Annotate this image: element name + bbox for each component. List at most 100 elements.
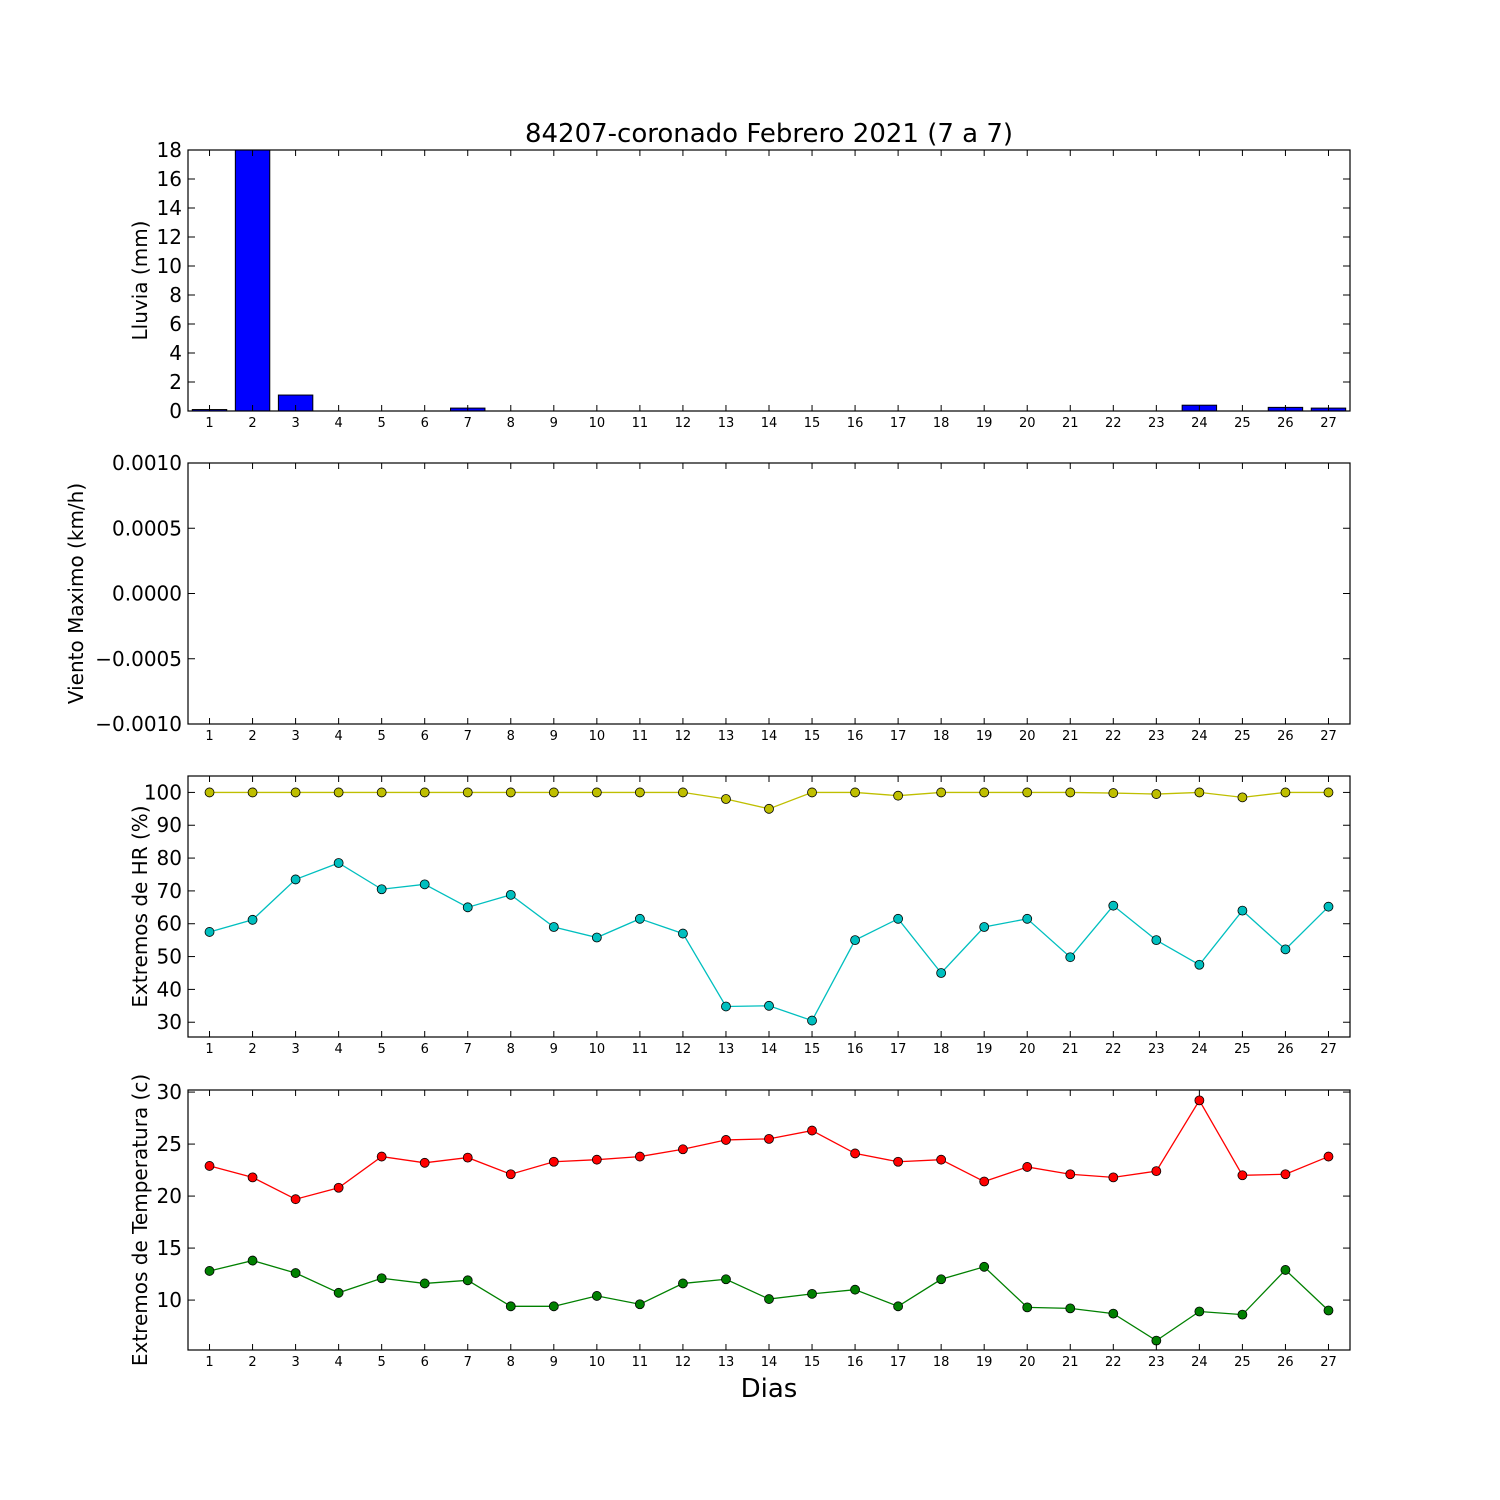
point-series-0-day-21 bbox=[1065, 787, 1076, 798]
ytick-label: 18 bbox=[157, 138, 182, 162]
xtick-label: 7 bbox=[464, 729, 472, 744]
ytick-label: 8 bbox=[169, 283, 182, 307]
xtick-label: 8 bbox=[507, 416, 515, 431]
xtick-label: 27 bbox=[1320, 729, 1337, 744]
xtick-label: 5 bbox=[378, 1042, 386, 1057]
ytick-label: 30 bbox=[157, 1010, 182, 1034]
xtick-label: 22 bbox=[1105, 1355, 1122, 1370]
point-series-1-day-21 bbox=[1065, 1303, 1076, 1314]
series-line-0 bbox=[209, 1099, 1329, 1200]
point-series-0-day-23 bbox=[1151, 789, 1162, 799]
xtick-label: 1 bbox=[205, 416, 213, 431]
ytick-label: 100 bbox=[144, 780, 182, 804]
xtick-label: 26 bbox=[1277, 1042, 1294, 1057]
point-series-1-day-8 bbox=[505, 1301, 516, 1312]
xtick-label: 3 bbox=[291, 1355, 299, 1370]
xtick-label: 4 bbox=[334, 1355, 342, 1370]
point-series-0-day-7 bbox=[462, 1152, 473, 1163]
xtick-label: 17 bbox=[890, 1355, 907, 1370]
xtick-label: 13 bbox=[718, 1355, 735, 1370]
ytick-label: 50 bbox=[157, 945, 182, 969]
axes-frame bbox=[187, 1089, 1351, 1351]
xtick-label: 5 bbox=[378, 416, 386, 431]
xtick-label: 19 bbox=[976, 729, 993, 744]
xtick-label: 23 bbox=[1148, 416, 1165, 431]
point-series-1-day-4 bbox=[333, 858, 344, 868]
xtick-label: 10 bbox=[589, 416, 606, 431]
ytick-label: 0.0010 bbox=[112, 451, 182, 475]
xtick-label: 18 bbox=[933, 729, 950, 744]
ytick-label: 12 bbox=[157, 225, 182, 249]
point-series-0-day-25 bbox=[1237, 1170, 1248, 1181]
point-series-0-day-16 bbox=[850, 787, 860, 798]
point-series-0-day-19 bbox=[979, 1176, 990, 1187]
xtick-label: 19 bbox=[976, 1355, 993, 1370]
point-series-1-day-23 bbox=[1151, 1335, 1162, 1346]
point-series-1-day-22 bbox=[1108, 900, 1119, 911]
point-series-1-day-15 bbox=[807, 1288, 817, 1299]
point-series-1-day-27 bbox=[1323, 901, 1334, 912]
xtick-label: 25 bbox=[1234, 729, 1251, 744]
xtick-label: 14 bbox=[761, 1042, 778, 1057]
point-series-1-day-26 bbox=[1280, 1265, 1291, 1275]
point-series-0-day-5 bbox=[376, 787, 387, 798]
axes-frame bbox=[187, 149, 1351, 412]
xtick-label: 27 bbox=[1320, 1355, 1337, 1370]
xtick-label: 9 bbox=[550, 1042, 558, 1057]
point-series-1-day-8 bbox=[505, 889, 516, 900]
xtick-label: 26 bbox=[1277, 416, 1294, 431]
point-series-0-day-10 bbox=[591, 787, 602, 798]
xtick-label: 10 bbox=[589, 1042, 606, 1057]
xtick-label: 26 bbox=[1277, 1355, 1294, 1370]
point-series-1-day-20 bbox=[1022, 913, 1033, 924]
point-series-0-day-6 bbox=[419, 787, 430, 798]
point-series-0-day-18 bbox=[936, 1154, 947, 1165]
xtick-label: 10 bbox=[589, 729, 606, 744]
point-series-0-day-2 bbox=[247, 787, 258, 798]
xtick-label: 12 bbox=[675, 1042, 692, 1057]
point-series-1-day-7 bbox=[462, 1275, 473, 1286]
point-series-1-day-23 bbox=[1151, 935, 1162, 946]
point-series-0-day-3 bbox=[290, 787, 301, 798]
chart-title: 84207-coronado Febrero 2021 (7 a 7) bbox=[525, 119, 1013, 149]
ytick-label: 6 bbox=[169, 312, 182, 336]
point-series-1-day-3 bbox=[290, 1268, 301, 1278]
point-series-1-day-2 bbox=[247, 914, 258, 925]
xtick-label: 6 bbox=[421, 416, 429, 431]
point-series-1-day-24 bbox=[1194, 959, 1205, 970]
xtick-label: 18 bbox=[933, 416, 950, 431]
xtick-label: 26 bbox=[1277, 729, 1294, 744]
point-series-1-day-10 bbox=[591, 932, 602, 943]
xtick-label: 1 bbox=[205, 1355, 213, 1370]
point-series-0-day-6 bbox=[419, 1157, 430, 1168]
xtick-label: 14 bbox=[761, 416, 778, 431]
xtick-label: 9 bbox=[550, 1355, 558, 1370]
point-series-1-day-22 bbox=[1108, 1308, 1119, 1319]
point-series-0-day-26 bbox=[1280, 1169, 1291, 1180]
point-series-0-day-24 bbox=[1194, 787, 1205, 798]
point-series-1-day-7 bbox=[462, 902, 473, 913]
xtick-label: 25 bbox=[1234, 416, 1251, 431]
y-axis-label: Extremos de Temperatura (c) bbox=[128, 1074, 152, 1366]
xtick-label: 6 bbox=[421, 1042, 429, 1057]
point-series-0-day-8 bbox=[505, 1169, 516, 1180]
ytick-label: 16 bbox=[157, 167, 182, 191]
point-series-1-day-13 bbox=[721, 1001, 731, 1012]
xtick-label: 20 bbox=[1019, 1042, 1036, 1057]
xtick-label: 27 bbox=[1320, 416, 1337, 431]
xtick-label: 20 bbox=[1019, 416, 1036, 431]
xtick-label: 2 bbox=[248, 1042, 256, 1057]
xtick-label: 9 bbox=[550, 416, 558, 431]
xtick-label: 6 bbox=[421, 1355, 429, 1370]
point-series-0-day-15 bbox=[807, 787, 817, 798]
xtick-label: 2 bbox=[248, 1355, 256, 1370]
ytick-label: 80 bbox=[157, 846, 182, 870]
point-series-0-day-17 bbox=[893, 790, 904, 801]
xtick-label: 8 bbox=[507, 1042, 515, 1057]
xtick-label: 15 bbox=[804, 416, 821, 431]
point-series-1-day-25 bbox=[1237, 1309, 1248, 1320]
point-series-1-day-1 bbox=[204, 927, 215, 937]
y-axis-label: Viento Maximo (km/h) bbox=[64, 483, 88, 704]
